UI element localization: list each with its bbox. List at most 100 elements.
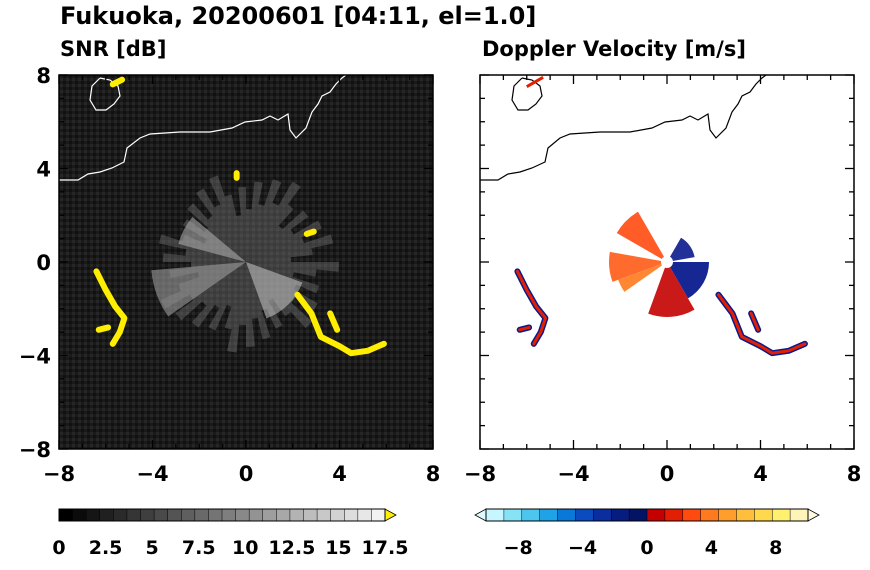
snr-coastline	[59, 75, 347, 181]
doppler-echoes	[514, 76, 808, 357]
colorbar-swatch	[593, 508, 612, 522]
snr-clutter-wedge	[214, 262, 246, 308]
colorbar-swatch	[181, 508, 196, 522]
colorbar-swatch	[682, 508, 702, 522]
colorbar-swatch	[754, 508, 773, 522]
colorbar-swatch	[289, 508, 305, 522]
snr-clutter-wedge	[246, 181, 263, 262]
colorbar-swatch	[557, 508, 577, 522]
colorbar-swatch	[539, 508, 559, 522]
colorbar-under-triangle	[474, 508, 487, 522]
snr-clutter-wedge	[214, 204, 246, 262]
x-tick-label: −8	[43, 462, 75, 486]
doppler-echo-inner	[515, 269, 547, 346]
colorbar-swatch	[503, 508, 523, 522]
colorbar-over-triangle	[384, 508, 397, 522]
snr-axis-ticks	[58, 74, 434, 450]
snr-clutter-wedge	[207, 215, 246, 262]
snr-clutter-wedge	[246, 257, 291, 262]
snr-clutter-wedge	[246, 248, 313, 262]
snr-clutter-wedge	[246, 262, 255, 347]
snr-axis-labels: −8 −4 0 4 8 8 4 0 −4 −8	[19, 64, 441, 486]
snr-clutter-wedge	[246, 181, 301, 262]
snr-clutter-wedge	[246, 202, 279, 262]
colorbar-swatch	[736, 508, 756, 522]
colorbar-swatch	[303, 508, 318, 522]
snr-clutter-wedge	[246, 262, 339, 272]
colorbar-swatch	[113, 508, 128, 522]
x-tick-label: −8	[464, 462, 496, 486]
colorbar-tick-label: 10	[232, 537, 258, 559]
snr-clutter-wedge	[246, 262, 303, 319]
doppler-receding-wedge	[618, 262, 667, 292]
doppler-echo-inner	[749, 311, 760, 332]
doppler-coastline	[480, 75, 767, 181]
snr-clutter-wedge	[246, 229, 294, 262]
x-tick-label: 8	[847, 462, 862, 486]
x-tick-label: 8	[426, 462, 441, 486]
snr-clutter-wedge	[236, 215, 246, 262]
doppler-colorbar: −8 −4 0 4 8	[474, 508, 820, 559]
colorbar-swatch	[330, 508, 345, 522]
x-tick-label: −4	[557, 462, 589, 486]
colorbar-swatch	[262, 508, 278, 522]
colorbar-over-triangle	[807, 508, 820, 522]
snr-clutter-wedge	[246, 204, 265, 262]
doppler-receding-wedge	[648, 262, 695, 317]
colorbar-tick-label: 5	[146, 537, 159, 559]
snr-clutter-wedge	[202, 262, 246, 306]
y-tick-label: 4	[36, 158, 51, 182]
colorbar-swatch	[221, 508, 237, 522]
colorbar-swatch	[610, 508, 630, 522]
radar-site-marker	[661, 256, 673, 268]
doppler-approaching-wedge	[667, 237, 695, 262]
colorbar-tick-label: 2.5	[89, 537, 123, 559]
snr-clutter-wedge	[208, 262, 246, 331]
colorbar-swatch	[140, 508, 155, 522]
colorbar-tick-label: 0	[52, 537, 65, 559]
colorbar-swatch	[235, 508, 250, 522]
snr-clutter-wedge	[246, 237, 305, 262]
colorbar-tick-label: 7.5	[182, 537, 216, 559]
colorbar-swatch	[789, 508, 809, 522]
colorbar-swatch	[575, 508, 595, 522]
colorbar-tick-label: 15	[325, 537, 351, 559]
snr-clutter-wedge	[238, 187, 246, 262]
snr-clutter-wedge	[246, 262, 258, 319]
snr-colorbar: 0 2.5 5 7.5 10 12.5 15 17.5	[52, 508, 408, 559]
snr-clutter-wedge	[246, 220, 322, 262]
doppler-receding-wedge	[609, 251, 667, 282]
colorbar-swatch	[718, 508, 738, 522]
doppler-axis-labels: −8 −4 0 4 8	[464, 462, 861, 486]
x-tick-label: 0	[660, 462, 675, 486]
doppler-echo	[526, 76, 544, 88]
colorbar-swatch	[485, 508, 505, 522]
snr-echo	[303, 228, 317, 237]
colorbar-tick-label: 4	[705, 537, 718, 559]
snr-clutter-wedge	[224, 262, 246, 330]
doppler-approaching-wedge	[667, 262, 709, 299]
doppler-receding-wedge	[616, 211, 667, 262]
snr-clutter-wedge	[246, 234, 334, 262]
doppler-echo-inner	[716, 293, 807, 355]
snr-clutter-wedge	[227, 262, 246, 353]
snr-echo	[294, 291, 387, 357]
snr-echo	[93, 268, 128, 347]
snr-clutter-wedge	[185, 249, 246, 262]
snr-echo	[327, 310, 341, 333]
colorbar-swatch	[194, 508, 210, 522]
snr-clutter-wedge	[175, 262, 246, 321]
colorbar-swatch	[628, 508, 648, 522]
snr-clutter-wedge	[246, 204, 294, 262]
colorbar-swatch	[371, 508, 386, 522]
y-tick-label: −4	[19, 345, 51, 369]
snr-panel-title: SNR [dB]	[60, 37, 166, 61]
y-tick-label: 8	[36, 64, 51, 88]
colorbar-swatch	[208, 508, 223, 522]
y-tick-label: 0	[36, 251, 51, 275]
colorbar-swatch	[99, 508, 115, 522]
colorbar-swatch	[72, 508, 87, 522]
colorbar-swatch	[700, 508, 720, 522]
snr-echo	[95, 324, 112, 333]
colorbar-tick-label: 0	[640, 537, 653, 559]
